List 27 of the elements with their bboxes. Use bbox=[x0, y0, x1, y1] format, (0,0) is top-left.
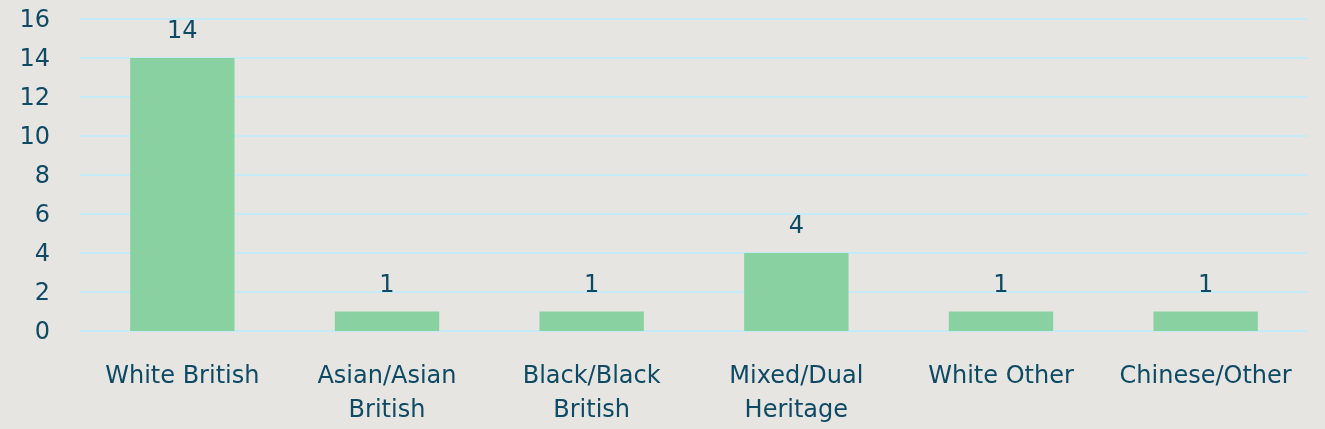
data-label: 1 bbox=[993, 269, 1009, 298]
x-tick-label: Chinese/Other bbox=[1119, 361, 1292, 389]
y-tick-label: 10 bbox=[19, 122, 50, 151]
bar bbox=[334, 311, 440, 331]
y-tick-label: 12 bbox=[19, 83, 50, 112]
y-tick-label: 6 bbox=[34, 200, 50, 229]
bar bbox=[744, 253, 849, 331]
x-tick-label: White Other bbox=[928, 361, 1074, 389]
x-tick-label: Asian/Asian British bbox=[317, 361, 457, 423]
bar bbox=[948, 311, 1054, 331]
y-tick-label: 4 bbox=[34, 239, 50, 268]
y-tick-label: 2 bbox=[34, 278, 50, 307]
data-label: 1 bbox=[584, 269, 600, 298]
bar bbox=[539, 311, 644, 331]
x-tick-label: White British bbox=[105, 361, 260, 389]
x-tick-label: Black/Black British bbox=[522, 361, 661, 423]
data-label: 14 bbox=[167, 16, 198, 44]
bar bbox=[130, 58, 235, 331]
y-tick-label: 14 bbox=[19, 44, 50, 73]
data-label: 4 bbox=[788, 211, 804, 239]
x-tick-label: Mixed/Dual Heritage bbox=[729, 361, 864, 423]
bar bbox=[1153, 311, 1258, 331]
y-tick-label: 8 bbox=[34, 161, 50, 190]
y-tick-label: 0 bbox=[34, 317, 50, 346]
data-label: 1 bbox=[1198, 269, 1214, 298]
y-tick-label: 16 bbox=[19, 5, 50, 34]
data-label: 1 bbox=[379, 269, 395, 298]
